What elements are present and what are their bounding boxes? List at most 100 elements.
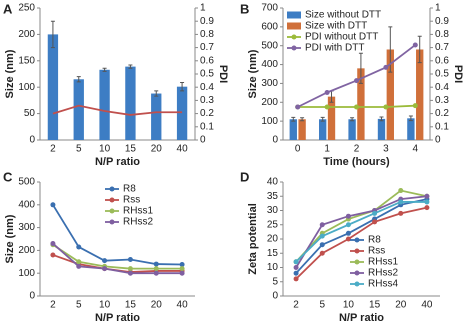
marker — [293, 259, 299, 265]
x-tick-label: 0 — [295, 144, 301, 155]
y2-tick-label: 0 — [435, 135, 441, 146]
marker — [424, 205, 430, 211]
marker — [127, 266, 133, 272]
x-tick-label: 20 — [395, 300, 407, 311]
x-tick-label: 10 — [99, 144, 111, 155]
legend-marker — [109, 186, 115, 192]
y-tick-label: 50 — [24, 108, 36, 119]
y2-tick-label: 0.4 — [435, 82, 449, 93]
error-bar — [300, 117, 305, 122]
bar — [357, 68, 365, 140]
line — [295, 206, 428, 280]
marker — [412, 103, 418, 109]
y-tick-label: 5 — [272, 276, 278, 287]
x-tick-label: 3 — [383, 144, 389, 155]
y-axis-label: Zeta potential — [247, 203, 259, 275]
marker — [372, 219, 378, 225]
marker — [319, 233, 325, 239]
x-tick-label: 2 — [50, 144, 56, 155]
marker — [354, 78, 359, 84]
x-tick-label: 15 — [125, 300, 137, 311]
marker — [383, 104, 389, 110]
marker — [50, 202, 56, 208]
x-tick-label: 15 — [125, 144, 137, 155]
error-bar — [350, 117, 355, 122]
y2-tick-label: 0.3 — [200, 95, 214, 106]
y2-tick-label: 0.9 — [435, 16, 449, 27]
y-tick-label: 500 — [18, 177, 35, 188]
marker — [319, 222, 325, 228]
y-tick-label: 400 — [261, 59, 278, 70]
x-axis-label: N/P ratio — [95, 156, 140, 168]
marker — [76, 263, 82, 269]
y-tick-label: 400 — [18, 199, 35, 210]
marker — [398, 199, 404, 205]
y-tick-label: 25 — [267, 219, 279, 230]
panel-label: B — [240, 1, 249, 16]
marker — [102, 258, 108, 264]
legend-marker — [109, 197, 115, 203]
x-tick-label: 5 — [76, 144, 82, 155]
legend-label: Size without DTT — [305, 10, 381, 21]
x-tick-label: 5 — [76, 300, 82, 311]
y2-tick-label: 0.1 — [435, 121, 449, 132]
legend-label: Rss — [368, 246, 385, 257]
y2-tick-label: 0.7 — [435, 42, 449, 53]
panel: B 0 100 200 300 400 500 600 700 0 0.1 0.2 0.3 0.4 0.5 0… — [240, 1, 464, 167]
panel: A 0 50 100 150 200 250 0 0.1 0.2 0.3 0.4 0.5 0.6 0.7 0.… — [3, 1, 229, 167]
legend-label: RHss2 — [368, 268, 398, 279]
x-tick-label: 2 — [50, 300, 56, 311]
y2-tick-label: 0 — [200, 135, 206, 146]
y2-tick-label: 0.5 — [435, 69, 449, 80]
marker — [293, 265, 299, 270]
legend-label: RHss4 — [368, 279, 398, 290]
y2-tick-label: 0.6 — [200, 55, 214, 66]
y2-tick-label: 0.2 — [200, 108, 214, 119]
legend-label: R8 — [123, 184, 136, 195]
y-axis-label: Size (nm) — [247, 49, 259, 98]
x-tick-label: 10 — [343, 300, 355, 311]
y2-tick-label: 0.3 — [435, 95, 449, 106]
legend-label: Size with DTT — [305, 21, 367, 32]
line — [52, 104, 183, 116]
y-tick-label: 35 — [267, 191, 279, 202]
y-tick-label: 30 — [267, 205, 279, 216]
error-bar — [102, 67, 107, 72]
error-bar — [320, 116, 325, 122]
marker — [424, 193, 430, 199]
y2-axis-label: PDI — [452, 65, 464, 83]
marker — [295, 104, 301, 110]
marker — [354, 104, 359, 110]
bar — [289, 119, 297, 140]
y-tick-label: 250 — [18, 3, 35, 14]
y-tick-label: 200 — [261, 97, 278, 108]
y-tick-label: 0 — [272, 135, 278, 146]
panel-label: A — [3, 1, 13, 16]
bar — [407, 118, 415, 140]
y2-tick-label: 0.9 — [200, 16, 214, 27]
legend-label: PDI with DTT — [305, 43, 364, 54]
x-tick-label: 15 — [369, 300, 381, 311]
error-bar — [76, 76, 81, 83]
legend-marker — [354, 259, 360, 265]
marker — [179, 266, 185, 272]
x-tick-label: 1 — [324, 144, 330, 155]
x-tick-label: 20 — [151, 144, 163, 155]
panel: C 0 100 200 300 400 500 2 5 10 15 20 40 N/P ratio Size… — [3, 169, 195, 322]
marker — [345, 222, 351, 228]
line — [297, 44, 416, 108]
y-axis-label: Size (nm) — [4, 49, 16, 98]
bar — [73, 79, 84, 140]
error-bar — [379, 116, 384, 122]
marker — [153, 270, 159, 276]
y2-tick-label: 0.4 — [200, 82, 214, 93]
y-tick-label: 100 — [18, 82, 35, 93]
y2-tick-label: 0.8 — [200, 29, 214, 40]
marker — [398, 210, 404, 216]
legend-marker — [354, 248, 360, 254]
y-tick-label: 200 — [18, 29, 35, 40]
line — [52, 242, 183, 275]
bar — [386, 49, 394, 140]
line — [52, 243, 183, 270]
bar — [319, 119, 327, 140]
